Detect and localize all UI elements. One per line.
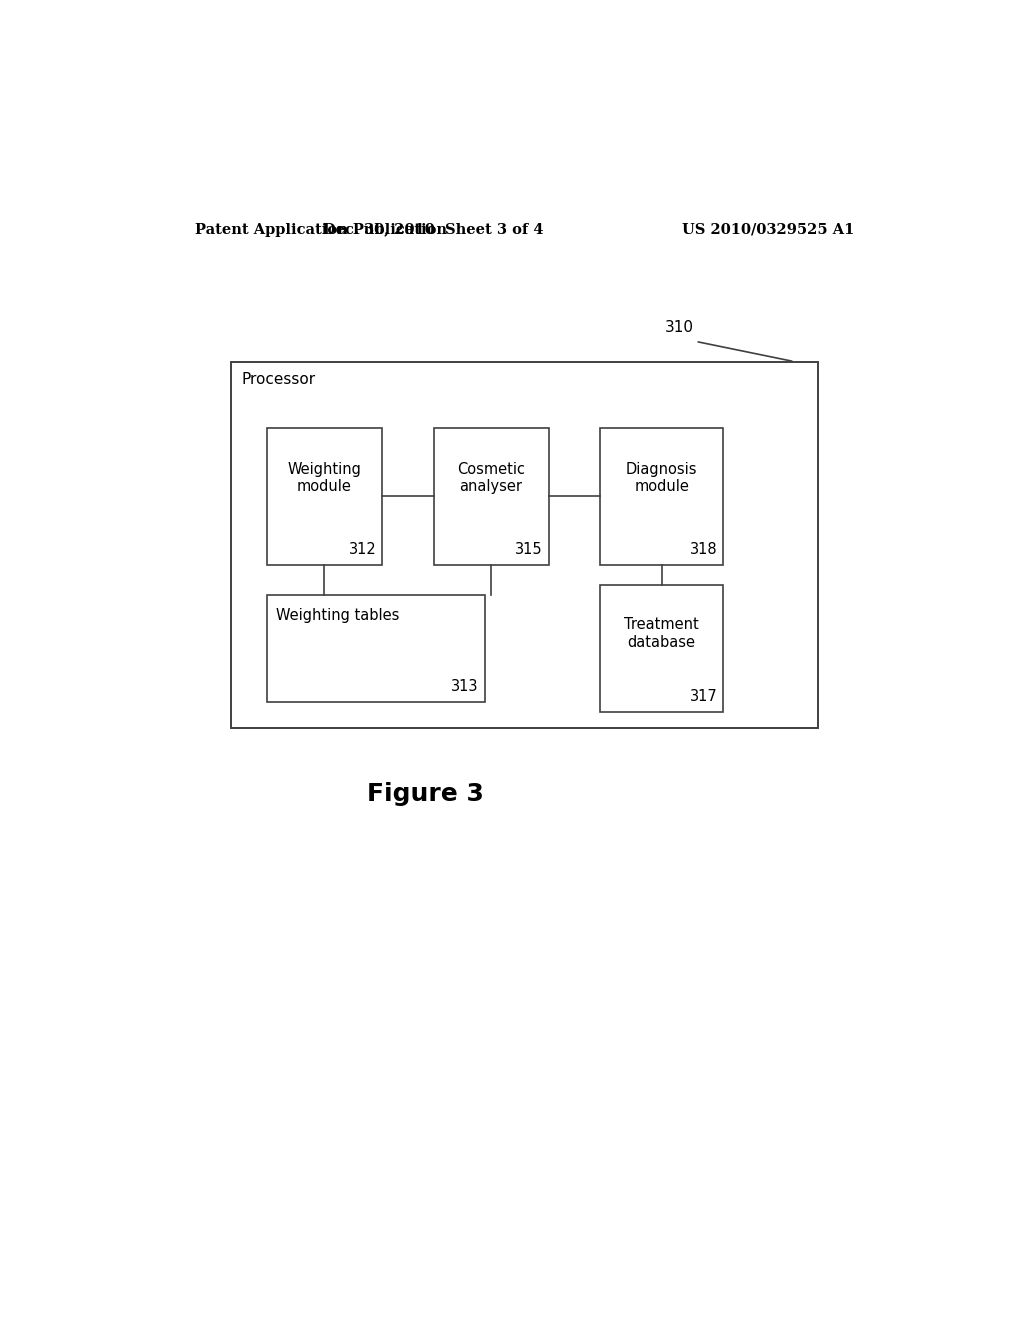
Text: 310: 310 <box>665 321 694 335</box>
Text: Processor: Processor <box>242 372 315 387</box>
Text: 317: 317 <box>690 689 718 704</box>
Text: 318: 318 <box>690 541 718 557</box>
Text: Dec. 30, 2010  Sheet 3 of 4: Dec. 30, 2010 Sheet 3 of 4 <box>324 223 544 236</box>
Text: US 2010/0329525 A1: US 2010/0329525 A1 <box>682 223 854 236</box>
Bar <box>231 362 818 727</box>
Text: 312: 312 <box>348 541 377 557</box>
Text: 315: 315 <box>515 541 543 557</box>
Text: Treatment
database: Treatment database <box>625 618 699 649</box>
Bar <box>267 595 485 702</box>
Text: Figure 3: Figure 3 <box>368 781 484 805</box>
Text: Diagnosis
module: Diagnosis module <box>626 462 697 494</box>
Bar <box>433 428 549 565</box>
Bar <box>600 585 723 713</box>
Text: 313: 313 <box>452 678 479 694</box>
Text: Weighting
module: Weighting module <box>288 462 361 494</box>
Bar <box>600 428 723 565</box>
Bar <box>267 428 382 565</box>
Text: Cosmetic
analyser: Cosmetic analyser <box>457 462 525 494</box>
Text: Patent Application Publication: Patent Application Publication <box>196 223 447 236</box>
Text: Weighting tables: Weighting tables <box>276 607 399 623</box>
